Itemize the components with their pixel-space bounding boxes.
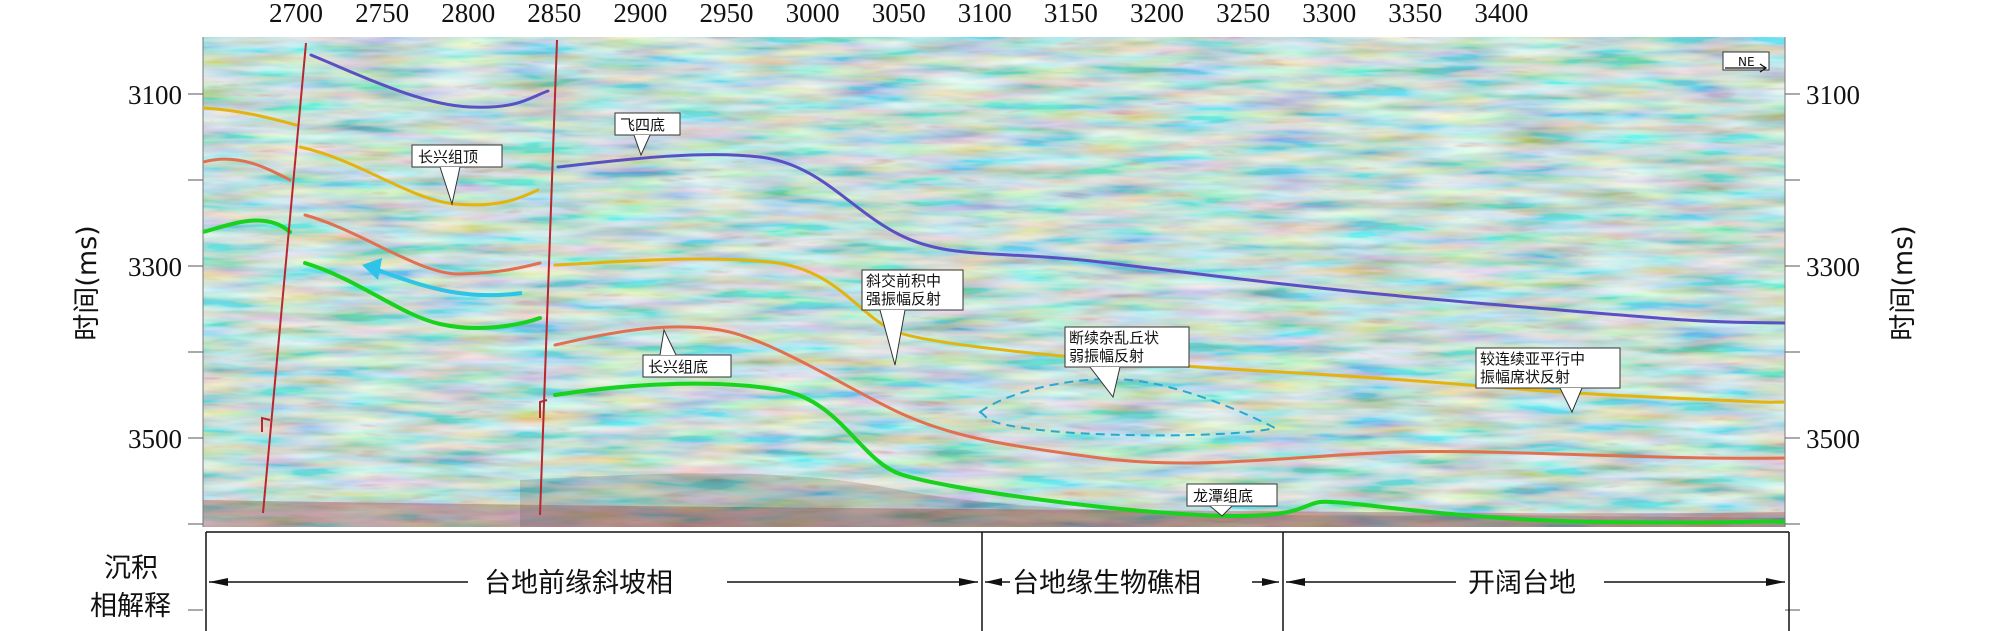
x-tick-label: 3100 bbox=[958, 0, 1012, 28]
svg-text:飞四底: 飞四底 bbox=[620, 116, 665, 134]
facies-zone-reef: 台地缘生物礁相 bbox=[1012, 568, 1201, 599]
y-axis-title-right: 时间(ms) bbox=[1888, 225, 1919, 340]
facies-zone-open-platform: 开阔台地 bbox=[1468, 568, 1576, 599]
x-tick-label: 3150 bbox=[1044, 0, 1098, 28]
x-tick-label: 3250 bbox=[1216, 0, 1270, 28]
x-tick-label: 2700 bbox=[269, 0, 323, 28]
annotation-chaotic-mound: 断续杂乱丘状 弱振幅反射 bbox=[1064, 326, 1190, 399]
y-tick-label: 3500 bbox=[1806, 424, 1860, 454]
horizon-changxing-top-left bbox=[203, 106, 298, 127]
horizon-longtan-bottom-left bbox=[203, 218, 292, 234]
horizon-changxing-bottom bbox=[553, 325, 1785, 465]
x-axis: 2700 2750 2800 2850 2900 2950 3000 3050 3100 3150… bbox=[269, 0, 1528, 28]
y-tick-label: 3300 bbox=[128, 252, 182, 282]
y-tick-label: 3100 bbox=[128, 80, 182, 110]
svg-text:斜交前积中: 斜交前积中 bbox=[866, 272, 941, 290]
svg-text:龙潭组底: 龙潭组底 bbox=[1193, 487, 1253, 505]
horizon-changxing-bottom-mid bbox=[303, 213, 542, 276]
horizon-changxing-bottom-left bbox=[203, 157, 292, 182]
horizons bbox=[203, 53, 1785, 525]
seismic-panel bbox=[203, 37, 1785, 527]
horizon-fei-si-di-left bbox=[309, 53, 550, 109]
x-tick-label: 2850 bbox=[527, 0, 581, 28]
y-axis-right: 3100 3300 3500 bbox=[1784, 37, 1860, 611]
svg-text:较连续亚平行中: 较连续亚平行中 bbox=[1480, 350, 1585, 368]
x-tick-label: 3350 bbox=[1388, 0, 1442, 28]
x-tick-label: 3050 bbox=[872, 0, 926, 28]
annotation-longtan-bottom: 龙潭组底 bbox=[1186, 483, 1278, 517]
x-tick-label: 3000 bbox=[786, 0, 840, 28]
svg-text:长兴组顶: 长兴组顶 bbox=[418, 148, 478, 166]
svg-text:长兴组底: 长兴组底 bbox=[648, 358, 708, 376]
horizon-longtan-bottom-mid bbox=[303, 261, 542, 330]
annotation-oblique-progradation: 斜交前积中 强振幅反射 bbox=[861, 269, 964, 366]
y-title-right: 时间(ms) bbox=[1888, 225, 1919, 340]
y-title-left: 时间(ms) bbox=[72, 225, 103, 340]
annotation-changxing-top: 长兴组顶 bbox=[411, 144, 503, 206]
x-tick-label: 3300 bbox=[1302, 0, 1356, 28]
x-tick-label: 3200 bbox=[1130, 0, 1184, 28]
horizon-fei-si-di bbox=[556, 153, 1785, 325]
facies-row: 沉积 相解释 台地前缘斜坡相 台地缘生物礁相 开阔台地 bbox=[90, 531, 1790, 631]
horizon-longtan-bottom bbox=[553, 381, 1785, 525]
y-tick-label: 3300 bbox=[1806, 252, 1860, 282]
fault-throw-arrow-left bbox=[261, 416, 271, 432]
svg-text:断续杂乱丘状: 断续杂乱丘状 bbox=[1069, 329, 1159, 347]
fault-right bbox=[539, 39, 558, 516]
y-tick-label: 3100 bbox=[1806, 80, 1860, 110]
facies-row-label-1: 沉积 bbox=[104, 553, 158, 584]
facies-zone-slope: 台地前缘斜坡相 bbox=[484, 568, 673, 599]
y-tick-label: 3500 bbox=[128, 424, 182, 454]
x-tick-label: 2750 bbox=[355, 0, 409, 28]
y-axis-left: 3100 3300 3500 bbox=[128, 37, 204, 611]
x-tick-label: 2900 bbox=[613, 0, 667, 28]
y-axis-title-left: 时间(ms) bbox=[72, 225, 103, 340]
compass-label: NE bbox=[1738, 55, 1755, 69]
annotation-fei-si-di: 飞四底 bbox=[614, 112, 681, 157]
fault-throw-arrow-right bbox=[539, 399, 548, 418]
facies-row-label-2: 相解释 bbox=[90, 591, 171, 622]
compass: NE bbox=[1722, 51, 1770, 73]
progradation-arrow bbox=[362, 258, 523, 298]
fault-left bbox=[262, 42, 307, 514]
mound-outline bbox=[978, 378, 1278, 437]
faults bbox=[261, 39, 558, 516]
svg-text:强振幅反射: 强振幅反射 bbox=[866, 290, 941, 308]
svg-text:弱振幅反射: 弱振幅反射 bbox=[1069, 347, 1144, 365]
x-tick-label: 2800 bbox=[441, 0, 495, 28]
x-tick-label: 3400 bbox=[1474, 0, 1528, 28]
annotation-subparallel-sheet: 较连续亚平行中 振幅席状反射 bbox=[1475, 347, 1621, 414]
x-tick-label: 2950 bbox=[700, 0, 754, 28]
svg-text:振幅席状反射: 振幅席状反射 bbox=[1480, 368, 1570, 386]
annotation-changxing-bottom: 长兴组底 bbox=[642, 328, 732, 378]
horizon-changxing-top-mid bbox=[298, 145, 540, 207]
